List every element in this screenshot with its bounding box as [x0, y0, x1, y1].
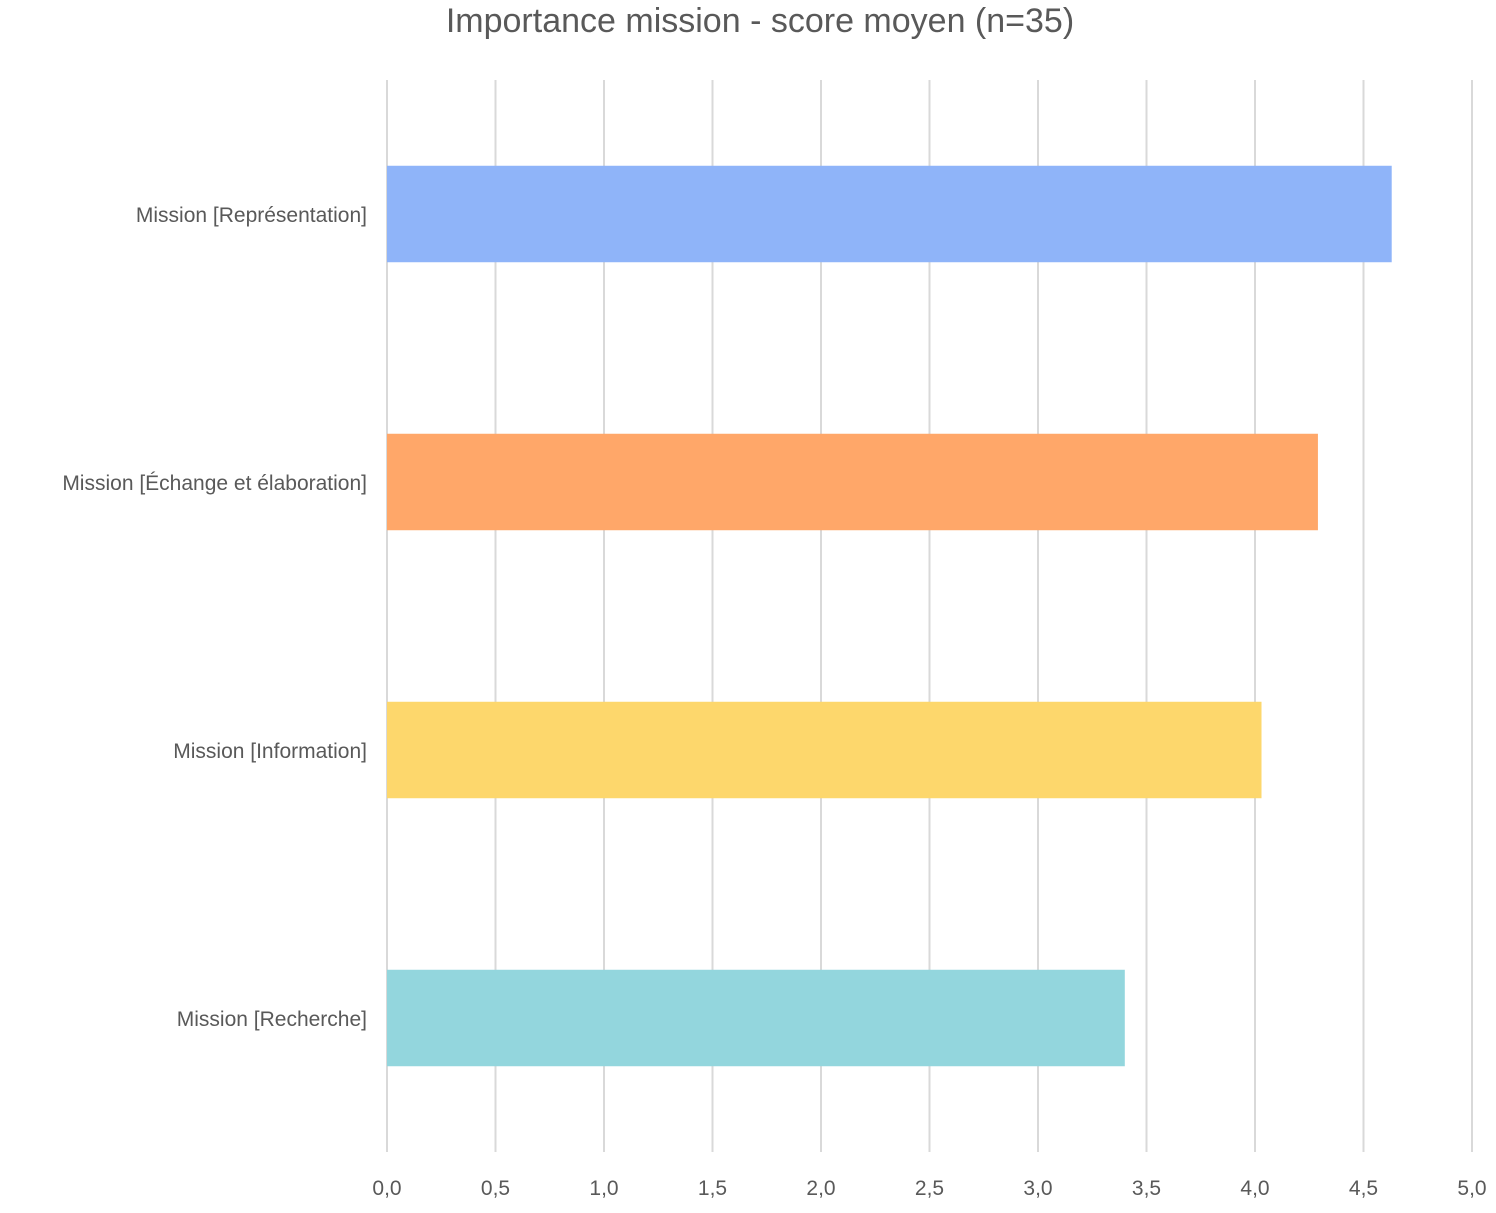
- bar: [387, 969, 1125, 1067]
- x-tick-label: 1,5: [698, 1177, 727, 1200]
- x-tick-label: 1,0: [589, 1177, 618, 1200]
- x-tick-label: 4,0: [1240, 1177, 1269, 1200]
- x-tick-label: 3,5: [1132, 1177, 1161, 1200]
- chart-title: Importance mission - score moyen (n=35): [445, 2, 1075, 40]
- x-tick-label: 3,0: [1023, 1177, 1052, 1200]
- x-tick-label: 5,0: [1457, 1177, 1486, 1200]
- x-tick-labels: 0,0 0,5 1,0 1,5 2,0 2,5 3,0 3,5 4,0 4,5 5,0: [372, 1177, 1486, 1200]
- x-tick-label: 0,5: [481, 1177, 510, 1200]
- category-labels: Mission [Représentation] Mission [Échange…: [62, 204, 367, 1031]
- bar: [387, 165, 1392, 263]
- category-label: Mission [Échange et élaboration]: [62, 472, 367, 495]
- category-label: Mission [Recherche]: [177, 1008, 367, 1031]
- x-tick-label: 4,5: [1349, 1177, 1378, 1200]
- category-label: Mission [Représentation]: [136, 204, 367, 227]
- category-label: Mission [Information]: [173, 740, 367, 763]
- x-tick-label: 2,5: [915, 1177, 944, 1200]
- x-tick-label: 2,0: [806, 1177, 835, 1200]
- bar: [387, 701, 1262, 799]
- x-tick-label: 0,0: [372, 1177, 401, 1200]
- bar: [387, 433, 1318, 531]
- bars: [387, 165, 1392, 1067]
